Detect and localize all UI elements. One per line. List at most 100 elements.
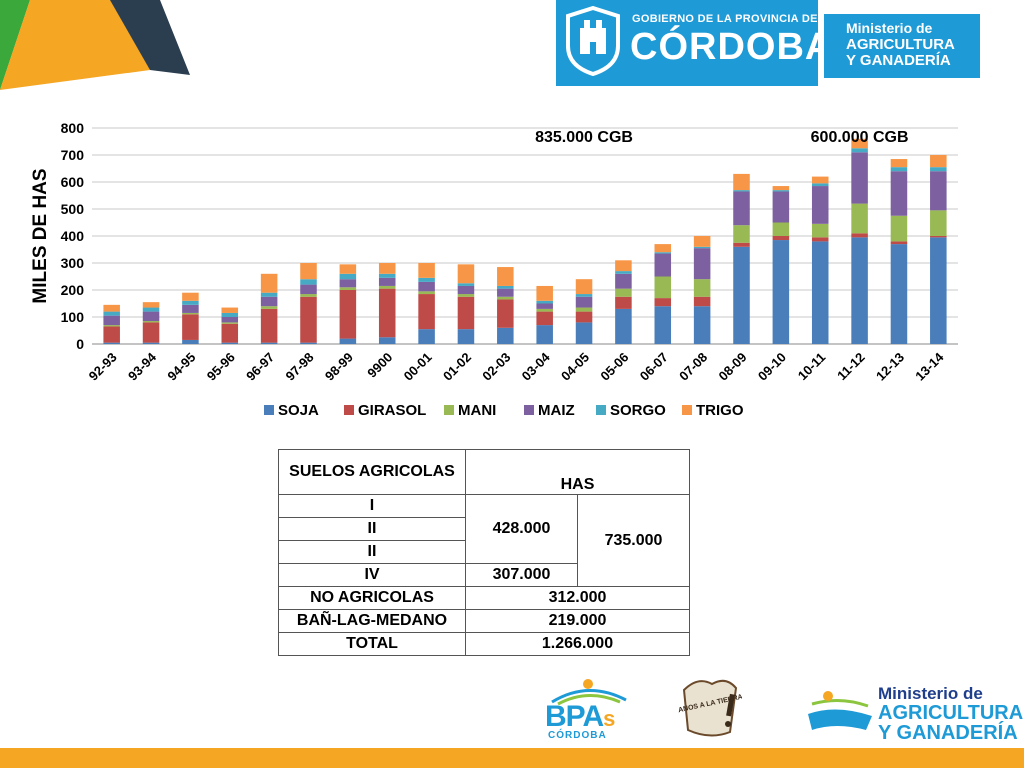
- legend-swatch-sorgo: [596, 405, 606, 415]
- class-ii-label: II: [278, 517, 466, 541]
- bar-maiz-01-02: [457, 285, 475, 295]
- bar-girasol-02-03: [497, 299, 514, 328]
- annotation-label: 600.000 CGB: [811, 129, 909, 146]
- ban-label: BAÑ-LAG-MEDANO: [278, 609, 466, 633]
- ministry-footer-emblem-icon: [808, 691, 872, 730]
- bar-mani-96-97: [260, 306, 278, 309]
- bar-trigo-96-97: [260, 273, 278, 293]
- ministry-line3: Y GANADERÍA: [846, 52, 951, 69]
- bar-girasol-93-94: [142, 322, 160, 343]
- x-tick-label: 02-03: [479, 350, 513, 384]
- header-has: HAS: [465, 449, 690, 495]
- bar-mani-07-08: [693, 279, 711, 297]
- legend-swatch-girasol: [344, 405, 354, 415]
- bar-sorgo-01-02: [457, 283, 475, 286]
- bar-girasol-98-99: [339, 290, 357, 339]
- legend-swatch-maiz: [524, 405, 534, 415]
- bar-trigo-02-03: [497, 267, 514, 286]
- legend-swatch-mani: [444, 405, 454, 415]
- bar-mani-95-96: [221, 322, 239, 324]
- y-tick-label: 200: [61, 282, 85, 298]
- legend-label-sorgo: SORGO: [610, 402, 666, 419]
- bar-girasol-07-08: [693, 296, 711, 307]
- bar-maiz-93-94: [142, 311, 160, 322]
- x-tick-label: 07-08: [676, 350, 710, 384]
- bar-mani-01-02: [457, 294, 475, 297]
- footer-ministry-line2: AGRICULTURA: [878, 702, 1024, 724]
- bar-mani-97-98: [300, 294, 317, 297]
- bar-maiz-94-95: [182, 304, 199, 313]
- bar-mani-09-10: [772, 222, 790, 236]
- bpa-subtitle: CÓRDOBA: [548, 730, 607, 741]
- bar-soja-04-05: [575, 322, 593, 344]
- bar-mani-98-99: [339, 287, 357, 290]
- x-tick-label: 93-94: [125, 349, 160, 384]
- bar-sorgo-97-98: [300, 279, 317, 285]
- bar-mani-03-04: [536, 308, 553, 312]
- header-soils: SUELOS AGRICOLAS: [278, 449, 466, 495]
- bar-maiz-07-08: [693, 248, 711, 280]
- bottom-accent-bar: [0, 748, 1024, 768]
- bar-sorgo-11-12: [851, 148, 868, 153]
- bar-sorgo-9900: [378, 273, 396, 278]
- manos-a-la-tierra-logo-icon: MANOS A LA TIERRA: [678, 679, 742, 737]
- bar-mani-05-06: [615, 288, 632, 297]
- bar-trigo-97-98: [300, 263, 317, 280]
- x-tick-label: 08-09: [716, 350, 750, 384]
- x-tick-label: 01-02: [440, 350, 474, 384]
- total-value: 1.266.000: [465, 632, 690, 656]
- y-tick-label: 100: [61, 309, 85, 325]
- footer-ministry-line3: Y GANADERÍA: [878, 722, 1018, 744]
- bar-mani-08-09: [733, 225, 750, 243]
- province-name: CÓRDOBA: [630, 26, 834, 68]
- y-tick-label: 600: [61, 174, 85, 190]
- bar-soja-97-98: [300, 342, 317, 344]
- bar-soja-96-97: [260, 342, 278, 344]
- non-agri-label: NO AGRICOLAS: [278, 586, 466, 610]
- bar-soja-06-07: [654, 306, 672, 344]
- bar-soja-11-12: [851, 237, 868, 344]
- bar-soja-05-06: [615, 308, 632, 344]
- y-tick-label: 500: [61, 201, 85, 217]
- bar-sorgo-92-93: [103, 311, 120, 316]
- bar-girasol-12-13: [890, 241, 908, 245]
- stacked-bar-chart: 0 100 200 300 400 500 600 700 800 MILES DE HAS 92-…: [30, 120, 958, 419]
- ministry-line2: AGRICULTURA: [846, 36, 955, 53]
- bar-girasol-11-12: [851, 233, 868, 238]
- bar-girasol-97-98: [300, 296, 317, 343]
- bar-maiz-92-93: [103, 315, 120, 326]
- bar-girasol-08-09: [733, 242, 750, 247]
- bar-sorgo-00-01: [418, 277, 435, 282]
- total-label: TOTAL: [278, 632, 466, 656]
- bar-maiz-02-03: [497, 288, 514, 297]
- bar-trigo-98-99: [339, 264, 357, 274]
- ministry-line1: Ministerio de: [846, 20, 933, 36]
- bar-maiz-03-04: [536, 303, 553, 309]
- bpa-logo-icon: [551, 679, 627, 706]
- x-tick-label: 13-14: [912, 349, 947, 384]
- bpa-logo: BPAs: [545, 700, 615, 734]
- class-i-label: I: [278, 494, 466, 518]
- bar-trigo-03-04: [536, 285, 553, 301]
- bar-soja-92-93: [103, 342, 120, 344]
- legend-label-girasol: GIRASOL: [358, 402, 426, 419]
- bar-trigo-06-07: [654, 244, 672, 253]
- bar-girasol-94-95: [182, 314, 199, 340]
- bar-sorgo-02-03: [497, 285, 514, 289]
- value-iv: 307.000: [465, 563, 578, 587]
- bar-sorgo-04-05: [575, 294, 593, 297]
- bar-mani-94-95: [182, 312, 199, 315]
- bar-trigo-9900: [378, 263, 396, 274]
- y-tick-label: 400: [61, 228, 85, 244]
- bar-girasol-04-05: [575, 311, 593, 323]
- corner-decoration: [0, 0, 200, 95]
- bar-girasol-09-10: [772, 236, 790, 241]
- legend-label-maiz: MAIZ: [538, 402, 575, 419]
- annotation-label: 835.000 CGB: [535, 129, 633, 146]
- x-tick-label: 11-12: [834, 350, 868, 384]
- bar-mani-12-13: [890, 215, 908, 242]
- x-tick-label: 05-06: [597, 350, 631, 384]
- bar-maiz-13-14: [930, 171, 947, 211]
- x-tick-label: 10-11: [795, 350, 829, 384]
- bar-sorgo-07-08: [693, 246, 711, 249]
